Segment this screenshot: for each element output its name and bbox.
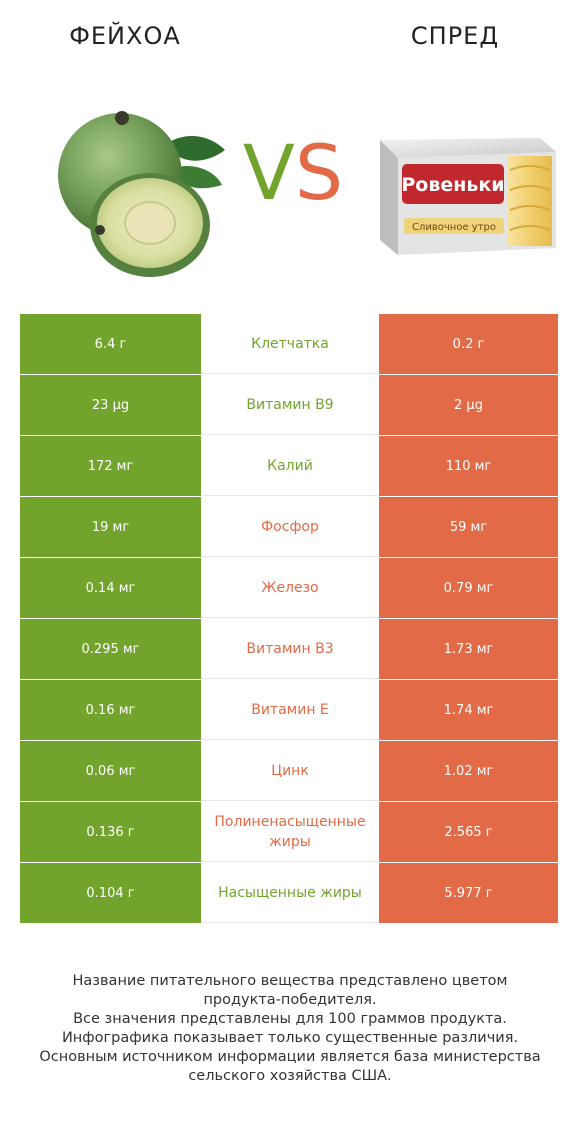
nutrient-label: Насыщенные жиры [201,863,379,923]
table-row: 0.06 мг Цинк 1.02 мг [20,740,558,801]
nutrient-label: Витамин E [201,680,379,740]
left-value: 23 µg [20,375,201,435]
right-value: 59 мг [379,497,558,557]
nutrient-label: Фосфор [201,497,379,557]
footer-line: Название питательного вещества представл… [72,973,508,989]
left-value: 0.06 мг [20,741,201,801]
right-value: 5.977 г [379,863,558,923]
right-value: 2.565 г [379,802,558,862]
left-value: 0.16 мг [20,680,201,740]
right-value: 0.79 мг [379,558,558,618]
nutrient-label: Полиненасыщенные жиры [201,802,379,862]
nutrient-label: Клетчатка [201,314,379,374]
vs-letter-s: S [294,128,344,217]
table-row: 6.4 г Клетчатка 0.2 г [20,314,558,374]
left-value: 0.104 г [20,863,201,923]
vs-label: VS [228,135,358,211]
table-row: 0.295 мг Витамин B3 1.73 мг [20,618,558,679]
svg-text:Сливочное утро: Сливочное утро [412,222,496,233]
footer-line: Все значения представлены для 100 граммо… [73,1011,507,1027]
footer-line: сельского хозяйства США. [188,1068,392,1084]
right-product-title: СПРЕД [410,22,500,50]
footer-line: Основным источником информации является … [39,1049,541,1065]
right-value: 1.02 мг [379,741,558,801]
hero-illustration: Ровеньки Сливочное утро [58,111,556,277]
left-value: 0.295 мг [20,619,201,679]
right-value: 110 мг [379,436,558,496]
nutrient-label: Цинк [201,741,379,801]
vs-letter-v: V [242,128,295,217]
nutrient-label: Калий [201,436,379,496]
footer-line: продукта-победителя. [203,992,377,1008]
table-row: 172 мг Калий 110 мг [20,435,558,496]
footer-note: Название питательного вещества представл… [0,972,580,1086]
left-value: 0.136 г [20,802,201,862]
spread-package-image: Ровеньки Сливочное утро [380,138,556,255]
right-value: 1.74 мг [379,680,558,740]
right-value: 2 µg [379,375,558,435]
comparison-table: 6.4 г Клетчатка 0.2 г 23 µg Витамин B9 2 µg 17… [20,314,558,923]
table-row: 19 мг Фосфор 59 мг [20,496,558,557]
left-value: 19 мг [20,497,201,557]
nutrient-label: Железо [201,558,379,618]
nutrient-label: Витамин B9 [201,375,379,435]
table-row: 0.16 мг Витамин E 1.74 мг [20,679,558,740]
left-product-title: ФЕЙХОА [69,22,181,50]
table-row: 0.14 мг Железо 0.79 мг [20,557,558,618]
right-value: 1.73 мг [379,619,558,679]
table-row: 23 µg Витамин B9 2 µg [20,374,558,435]
svg-text:Ровеньки: Ровеньки [401,174,504,196]
nutrient-label: Витамин B3 [201,619,379,679]
feijoa-image [58,111,225,277]
left-value: 172 мг [20,436,201,496]
left-value: 6.4 г [20,314,201,374]
left-value: 0.14 мг [20,558,201,618]
table-row: 0.136 г Полиненасыщенные жиры 2.565 г [20,801,558,862]
table-row: 0.104 г Насыщенные жиры 5.977 г [20,862,558,923]
footer-line: Инфографика показывает только существенн… [61,1030,519,1046]
right-value: 0.2 г [379,314,558,374]
